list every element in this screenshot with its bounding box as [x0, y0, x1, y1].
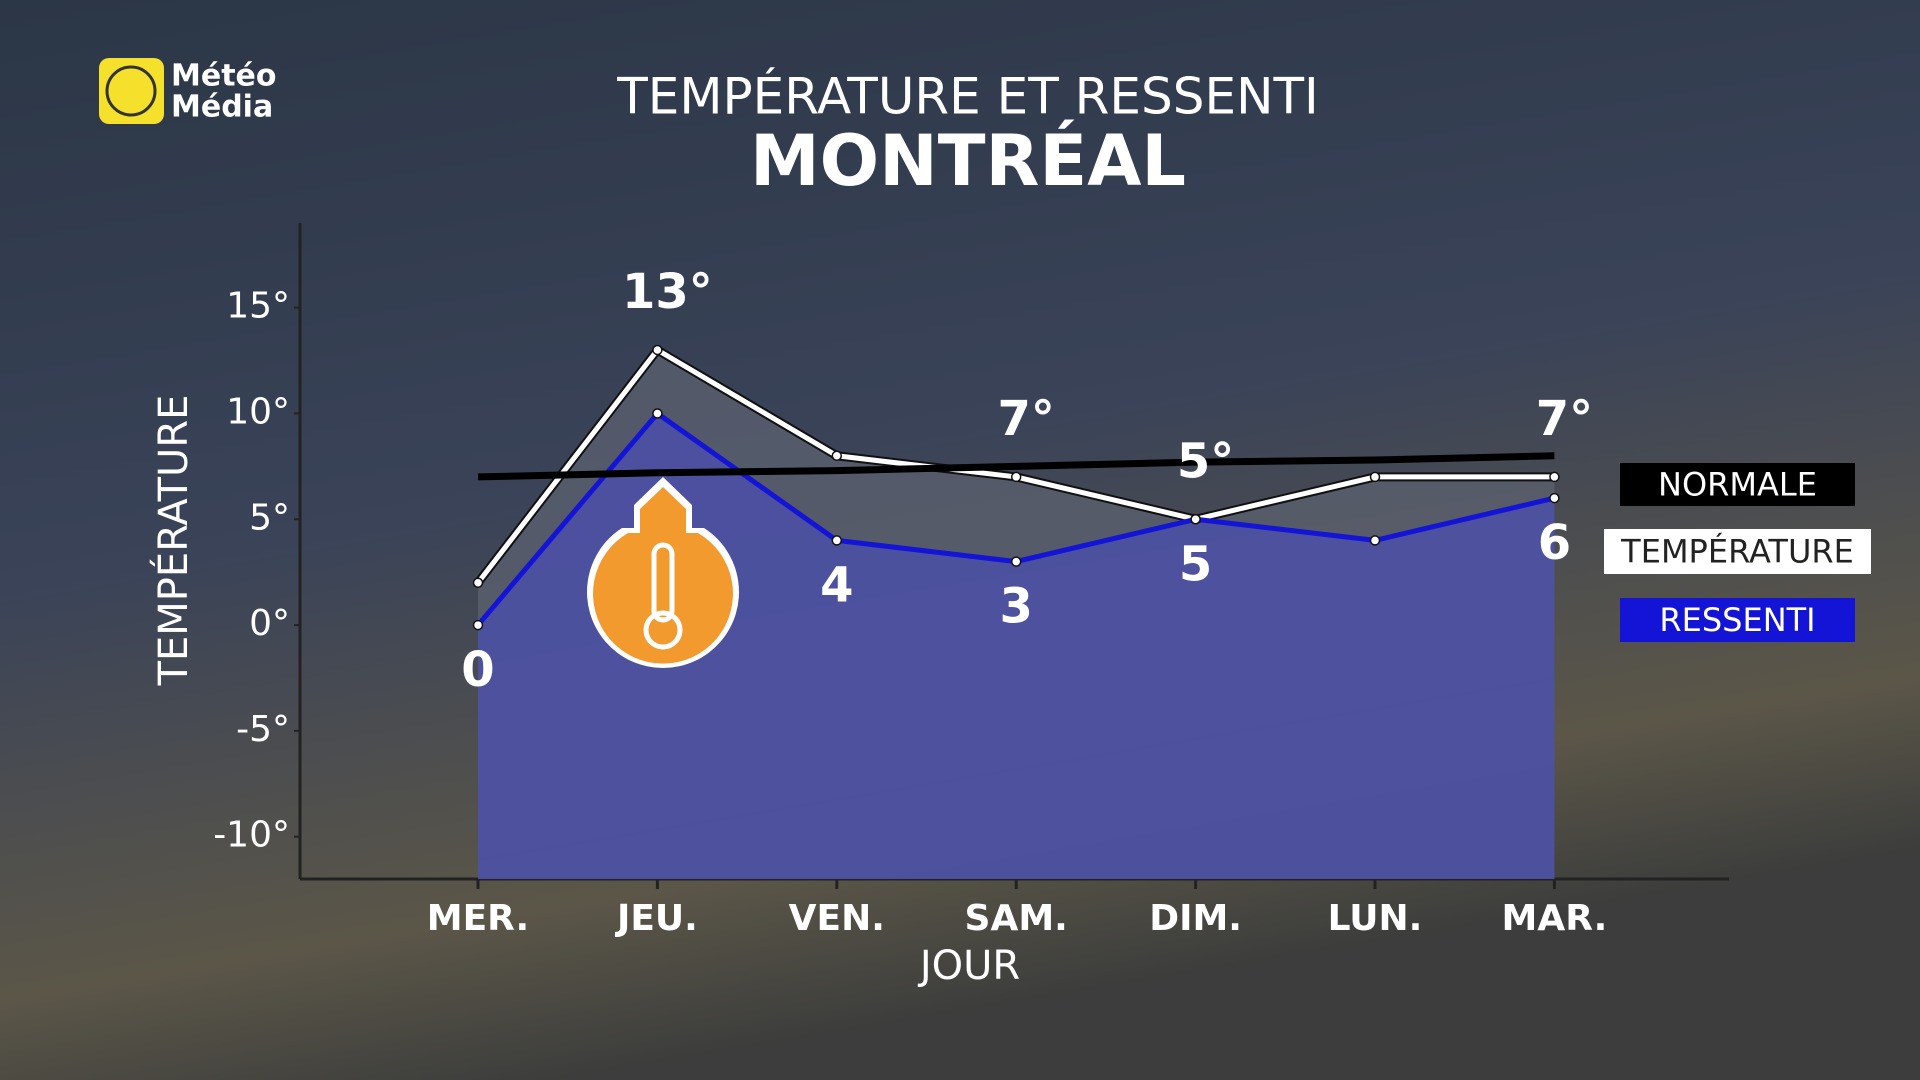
logo-globe	[105, 65, 157, 117]
point	[831, 535, 843, 546]
line	[477, 452, 1555, 481]
x-tick-label: VEN.	[789, 898, 885, 939]
legend-swatch	[1620, 598, 1855, 642]
legend-swatch	[1604, 529, 1871, 574]
data-label: 13°	[622, 264, 713, 320]
y-tick-label: -5°	[236, 709, 290, 750]
data-label: 7°	[997, 391, 1054, 447]
data-label: 5°	[1177, 433, 1234, 489]
y-tick-label: 10°	[226, 391, 290, 432]
area	[478, 413, 1555, 879]
point	[1010, 471, 1022, 483]
logo-text: Média	[171, 90, 273, 125]
data-label: 7°	[1536, 391, 1593, 447]
point	[1369, 471, 1381, 483]
x-tick-label: MAR.	[1502, 898, 1608, 939]
chart-subtitle: MONTRÉAL	[750, 120, 1186, 202]
y-tick-label: 0°	[249, 603, 290, 644]
point	[1190, 514, 1201, 525]
x-tick-label: SAM.	[965, 898, 1068, 939]
y-tick-label: 5°	[249, 497, 290, 538]
x-tick-label: JEU.	[614, 898, 698, 939]
data-label: 5	[1179, 536, 1212, 592]
legend-label: NORMALE	[1658, 466, 1817, 504]
legend: NORMALE TEMPÉRATURE RESSENTI	[1604, 463, 1871, 642]
y-axis-label: TEMPÉRATURE	[149, 395, 197, 687]
legend-label: RESSENTI	[1659, 601, 1815, 639]
point	[472, 577, 484, 588]
point	[1369, 535, 1381, 546]
x-tick-label: LUN.	[1328, 898, 1423, 939]
y-tick-label: 15°	[226, 286, 290, 327]
plot: 15° 10° 5° 0° -5° -10° MER. JEU. VEN. SAM. DIM. LUN…	[213, 223, 1729, 939]
x-tick-label: MER.	[427, 898, 529, 939]
logo: Météo Média	[99, 58, 277, 125]
point	[831, 450, 843, 462]
chart-title: TEMPÉRATURE ET RESSENTI	[616, 67, 1319, 126]
point	[1010, 556, 1022, 567]
point	[1549, 492, 1560, 504]
thermometer-icon	[587, 477, 739, 668]
data-label: 6	[1538, 515, 1571, 571]
logo-text: Météo	[171, 59, 277, 94]
point	[472, 619, 484, 631]
legend-swatch	[1620, 463, 1855, 506]
point	[652, 344, 663, 356]
point	[652, 408, 663, 419]
data-label: 0	[461, 642, 494, 698]
legend-label: TEMPÉRATURE	[1620, 533, 1854, 571]
x-tick-label: DIM.	[1149, 898, 1242, 939]
x-axis-label: JOUR	[917, 943, 1020, 989]
y-tick-label: -10°	[213, 815, 290, 856]
point	[1549, 471, 1560, 483]
data-label: 4	[820, 557, 853, 613]
data-label: 3	[999, 579, 1032, 635]
